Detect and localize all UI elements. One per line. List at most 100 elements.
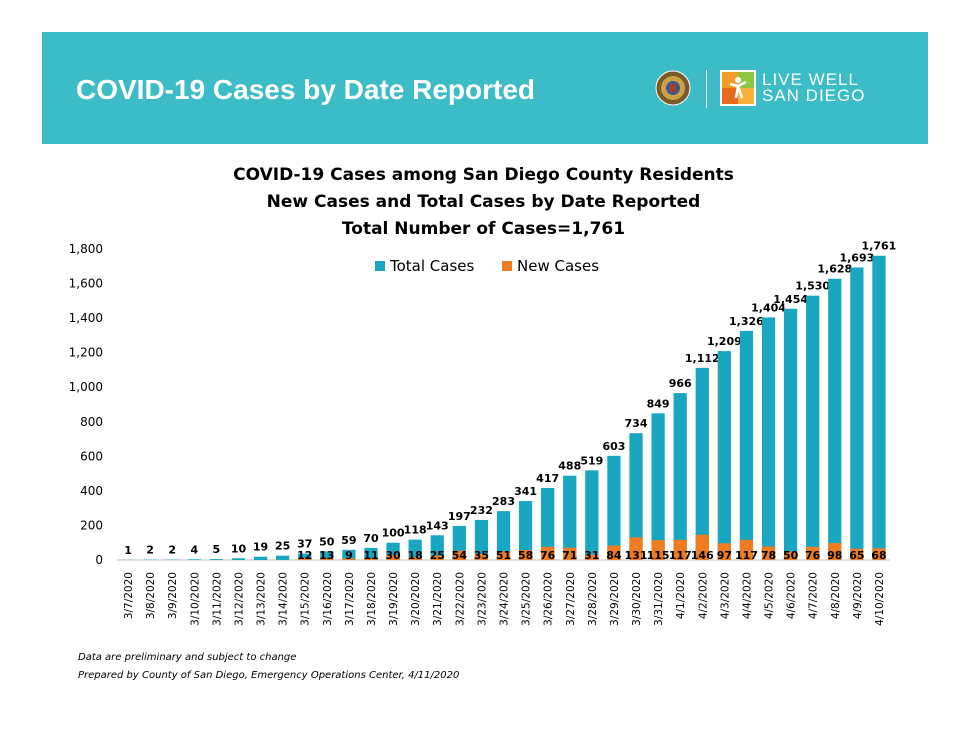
legend-label-new-cases: New Cases: [517, 257, 599, 275]
x-tick-label: 3/25/2020: [521, 572, 533, 626]
x-tick-label: 3/31/2020: [653, 572, 665, 626]
x-tick-label: 4/6/2020: [786, 572, 798, 619]
new-cases-data-label: 68: [871, 549, 886, 562]
total-cases-data-label: 283: [492, 495, 515, 508]
new-cases-data-label: 131: [625, 549, 648, 562]
total-cases-data-label: 100: [382, 527, 405, 540]
total-cases-bar: [518, 501, 533, 560]
total-cases-data-label: 519: [580, 454, 603, 467]
new-cases-data-label: 35: [474, 549, 489, 562]
x-tick-label: 3/12/2020: [233, 572, 245, 626]
new-cases-bar: [850, 548, 864, 560]
new-cases-bar: [474, 553, 489, 560]
total-cases-bar: [408, 539, 422, 560]
total-cases-data-label: 2: [146, 544, 154, 557]
total-cases-data-label: 4: [190, 543, 198, 556]
new-cases-bar: [364, 558, 378, 560]
total-cases-bar: [342, 549, 356, 560]
total-cases-data-label: 1,530: [795, 280, 830, 293]
new-cases-bar: [761, 546, 776, 560]
new-cases-data-label: 9: [345, 549, 353, 562]
total-cases-data-label: 1,761: [862, 240, 897, 253]
new-cases-data-label: 51: [496, 549, 511, 562]
new-cases-bar: [828, 543, 842, 560]
new-cases-data-label: 76: [540, 549, 556, 562]
new-cases-bar: [717, 543, 731, 560]
total-cases-data-label: 37: [297, 538, 312, 551]
new-cases-bar: [386, 554, 400, 560]
total-cases-data-label: 734: [625, 417, 648, 430]
new-cases-bar: [298, 557, 312, 560]
new-cases-data-label: 31: [584, 549, 599, 562]
total-cases-bar: [673, 393, 687, 560]
total-cases-data-label: 603: [602, 440, 625, 453]
x-tick-label: 3/23/2020: [476, 572, 488, 626]
total-cases-bar: [717, 351, 731, 560]
x-tick-label: 3/14/2020: [278, 572, 290, 626]
x-tick-label: 4/7/2020: [808, 572, 820, 619]
total-cases-bar: [739, 330, 754, 560]
x-tick-label: 3/7/2020: [123, 572, 135, 619]
total-cases-data-label: 70: [363, 532, 379, 545]
new-cases-data-label: 78: [761, 549, 776, 562]
new-cases-bar: [629, 537, 643, 560]
new-cases-data-label: 11: [363, 549, 378, 562]
new-cases-bar: [695, 534, 709, 560]
x-tick-label: 3/9/2020: [167, 572, 179, 619]
county-seal-icon: [655, 70, 691, 106]
x-tick-label: 3/8/2020: [145, 572, 157, 619]
total-cases-bar: [872, 255, 886, 560]
new-cases-bar: [585, 554, 599, 560]
total-cases-data-label: 417: [536, 472, 559, 485]
new-cases-data-label: 117: [735, 549, 758, 562]
header-banner: COVID-19 Cases by Date Reported LIVE WEL…: [42, 32, 928, 144]
total-cases-bar: [430, 535, 444, 560]
total-cases-data-label: 966: [669, 377, 692, 390]
total-cases-bar: [209, 559, 224, 560]
total-cases-data-label: 232: [470, 504, 493, 517]
total-cases-data-label: 1,404: [751, 301, 786, 314]
live-well-logo-icon: [720, 70, 756, 106]
live-well-logo-text: LIVE WELL SAN DIEGO: [762, 71, 866, 105]
y-tick-label: 1,800: [69, 242, 103, 256]
logo-line2: SAN DIEGO: [762, 86, 866, 105]
total-cases-data-label: 1,693: [839, 251, 874, 264]
x-tick-label: 4/2/2020: [697, 572, 709, 619]
x-tick-label: 3/17/2020: [344, 572, 356, 626]
x-tick-label: 3/16/2020: [322, 572, 334, 626]
total-cases-bar: [187, 559, 201, 560]
x-tick-label: 3/24/2020: [499, 572, 511, 626]
x-tick-label: 3/30/2020: [631, 572, 643, 626]
new-cases-data-label: 97: [717, 549, 732, 562]
total-cases-bar: [783, 308, 798, 560]
new-cases-data-label: 18: [408, 549, 423, 562]
y-tick-label: 1,600: [69, 277, 103, 291]
x-tick-label: 3/18/2020: [366, 572, 378, 626]
y-tick-label: 1,200: [69, 346, 103, 360]
new-cases-bar: [320, 557, 334, 560]
total-cases-bar: [563, 475, 577, 560]
new-cases-bar: [342, 558, 356, 560]
x-tick-label: 4/9/2020: [852, 572, 864, 619]
new-cases-bar: [541, 546, 555, 560]
x-tick-label: 4/1/2020: [675, 572, 687, 619]
new-cases-data-label: 58: [518, 549, 533, 562]
total-cases-bar: [496, 511, 511, 560]
new-cases-bar: [496, 551, 511, 560]
x-tick-label: 4/10/2020: [874, 572, 886, 626]
x-tick-label: 3/15/2020: [300, 572, 312, 626]
new-cases-data-label: 65: [849, 549, 864, 562]
x-tick-label: 3/13/2020: [256, 572, 268, 626]
total-cases-bar: [541, 487, 555, 560]
new-cases-data-label: 115: [647, 549, 670, 562]
new-cases-bar: [408, 556, 422, 560]
total-cases-data-label: 2: [168, 544, 176, 557]
y-tick-label: 200: [80, 518, 103, 532]
new-cases-bar: [607, 545, 621, 560]
new-cases-bar: [872, 548, 886, 560]
new-cases-data-label: 50: [783, 549, 799, 562]
new-cases-bar: [806, 546, 820, 560]
x-tick-label: 4/8/2020: [830, 572, 842, 619]
total-cases-data-label: 10: [231, 542, 247, 555]
